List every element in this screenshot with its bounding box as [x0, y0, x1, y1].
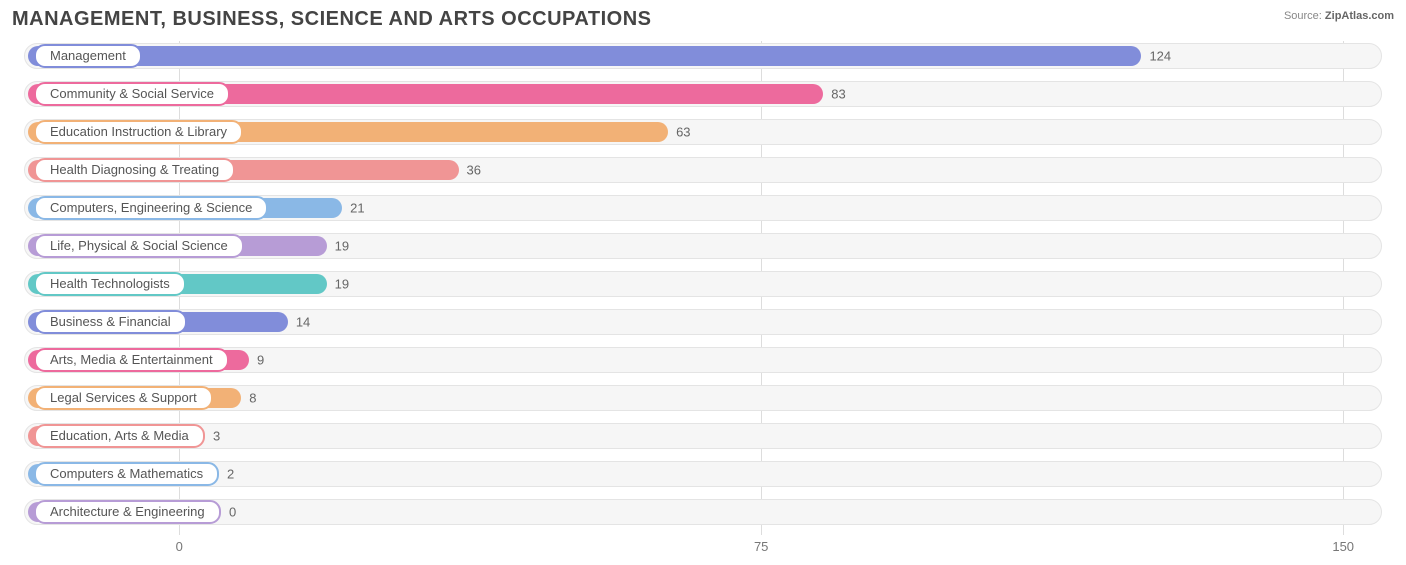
x-tick-label: 150 [1332, 539, 1354, 554]
bar-row: Architecture & Engineering 0 [24, 497, 1382, 527]
bar-label-pill: Community & Social Service [34, 82, 230, 106]
bar-label-pill: Legal Services & Support [34, 386, 213, 410]
bar-value: 14 [296, 315, 310, 330]
bar-label-pill: Computers & Mathematics [34, 462, 219, 486]
bar-row: Business & Financial 14 [24, 307, 1382, 337]
bar-label-pill: Health Technologists [34, 272, 186, 296]
bar-row: Management 124 [24, 41, 1382, 71]
bar-value: 21 [350, 201, 364, 216]
bar-row: Health Technologists 19 [24, 269, 1382, 299]
bar-value: 19 [335, 239, 349, 254]
bar-row: Community & Social Service 83 [24, 79, 1382, 109]
source-attribution: Source: ZipAtlas.com [1284, 8, 1394, 22]
bar-row: Computers & Mathematics 2 [24, 459, 1382, 489]
bar-label-pill: Education, Arts & Media [34, 424, 205, 448]
bar-value: 3 [213, 429, 220, 444]
chart-title: MANAGEMENT, BUSINESS, SCIENCE AND ARTS O… [12, 8, 651, 31]
bar-label-pill: Arts, Media & Entertainment [34, 348, 229, 372]
bar-value: 63 [676, 125, 690, 140]
bar-row: Legal Services & Support 8 [24, 383, 1382, 413]
bar-value: 2 [227, 467, 234, 482]
bar-value: 0 [229, 505, 236, 520]
bar-label-pill: Architecture & Engineering [34, 500, 221, 524]
x-axis: 0 75 150 [24, 535, 1382, 557]
bar-label-pill: Education Instruction & Library [34, 120, 243, 144]
bar-row: Arts, Media & Entertainment 9 [24, 345, 1382, 375]
bar-track [24, 423, 1382, 449]
bar-value: 8 [249, 391, 256, 406]
bar-value: 83 [831, 87, 845, 102]
bar-value: 124 [1149, 49, 1171, 64]
source-prefix: Source: [1284, 10, 1322, 22]
bar-row: Health Diagnosing & Treating 36 [24, 155, 1382, 185]
bar-label-pill: Computers, Engineering & Science [34, 196, 268, 220]
source-site: ZipAtlas.com [1325, 10, 1394, 22]
bar-label-pill: Management [34, 44, 142, 68]
bar-row: Computers, Engineering & Science 21 [24, 193, 1382, 223]
plot-area: Management 124 Community & Social Service 8… [24, 41, 1382, 557]
bar-row: Life, Physical & Social Science 19 [24, 231, 1382, 261]
bar-track [24, 499, 1382, 525]
bar-row: Education Instruction & Library 63 [24, 117, 1382, 147]
x-tick-label: 0 [176, 539, 183, 554]
x-tick-label: 75 [754, 539, 768, 554]
bar-rows: Management 124 Community & Social Service 8… [24, 41, 1382, 527]
bar-value: 36 [467, 163, 481, 178]
bar-row: Education, Arts & Media 3 [24, 421, 1382, 451]
bar-value: 9 [257, 353, 264, 368]
bar-label-pill: Life, Physical & Social Science [34, 234, 244, 258]
chart-header: MANAGEMENT, BUSINESS, SCIENCE AND ARTS O… [12, 8, 1394, 31]
bar-label-pill: Health Diagnosing & Treating [34, 158, 235, 182]
bar-value: 19 [335, 277, 349, 292]
bar-fill [28, 46, 1141, 66]
bar-label-pill: Business & Financial [34, 310, 187, 334]
bar-chart: Management 124 Community & Social Service 8… [12, 41, 1394, 557]
